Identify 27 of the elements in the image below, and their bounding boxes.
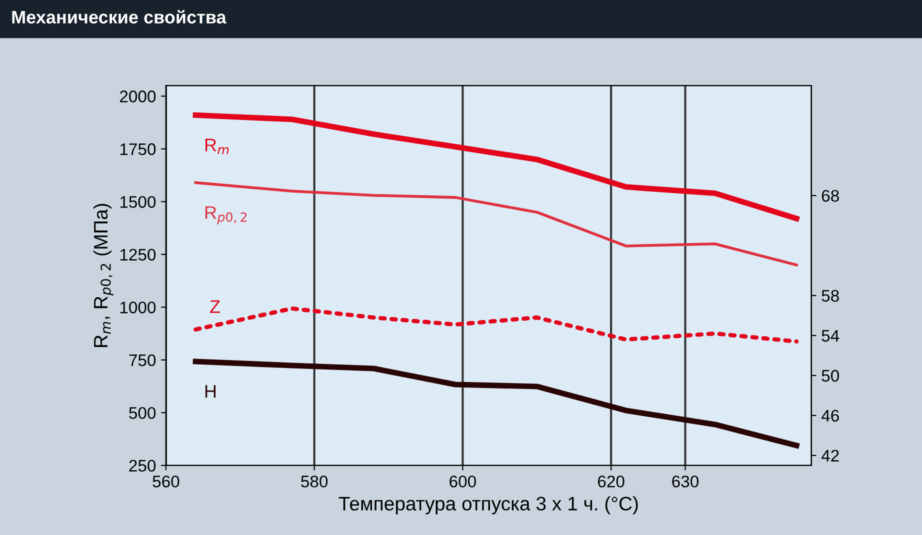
y-axis-title: R$_{m}$, R$_{p0,2}$ (МПа) bbox=[93, 204, 114, 347]
line-series bbox=[194, 181, 798, 266]
series-label: R$_{p0,2}$ bbox=[205, 206, 246, 224]
x-tick-label: 600 bbox=[450, 476, 476, 488]
x-tick-label: 620 bbox=[598, 476, 624, 488]
y-tick-label: 750 bbox=[129, 354, 156, 366]
x-tick-label: 580 bbox=[301, 476, 328, 488]
y2-tick-label: 42 bbox=[821, 450, 839, 462]
x-axis-title: Температура отпуска 3 x 1 ч. (°C) bbox=[338, 496, 638, 514]
series-label: H bbox=[205, 385, 216, 398]
y-tick-label: 2000 bbox=[120, 90, 156, 102]
y-tick-label: 1750 bbox=[120, 143, 156, 156]
series-label: R$_{m}$ bbox=[205, 138, 229, 154]
y-tick-label: 1250 bbox=[120, 248, 156, 261]
y-tick-label: 1500 bbox=[120, 196, 156, 208]
y2-tick-label: 54 bbox=[822, 330, 840, 342]
y2-tick-label: 58 bbox=[822, 290, 839, 302]
y-tick-label: 250 bbox=[129, 460, 156, 472]
y2-tick-label: 46 bbox=[821, 410, 839, 422]
y2-tick-label: 50 bbox=[822, 370, 839, 382]
y-tick-label: 1000 bbox=[120, 302, 156, 314]
chart-title: Механические свойства bbox=[12, 10, 226, 24]
x-tick-label: 630 bbox=[672, 476, 698, 488]
y2-tick-label: 68 bbox=[822, 190, 839, 202]
x-tick-label: 560 bbox=[152, 476, 180, 488]
y-tick-label: 500 bbox=[129, 407, 156, 419]
series-label: Z bbox=[210, 300, 220, 313]
